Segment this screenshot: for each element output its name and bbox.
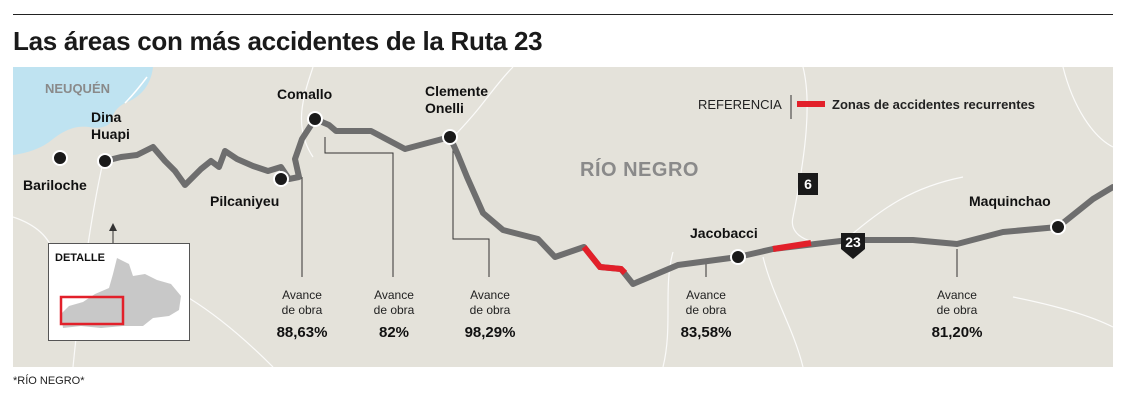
detail-leader-arrow [109,223,117,231]
leader-lines [112,95,958,277]
page-title: Las áreas con más accidentes de la Ruta … [13,26,543,56]
footnote: *RÍO NEGRO* [13,375,85,387]
jacobacci-marker [730,249,746,265]
city-dina-huapi-line1: Dina [91,109,122,125]
city-markers [52,111,1066,265]
dina-huapi-marker [97,153,113,169]
map-area: NEUQUÉN RÍO NEGRO Bariloche Dina Huapi C… [13,67,1113,367]
route-6-shield [798,173,818,195]
city-comallo: Comallo [277,86,333,102]
city-dina-huapi-line2: Huapi [91,126,130,142]
detail-inset: DETALLE [48,243,190,341]
lake-nahuel-huapi [13,67,153,155]
route-23-shield [841,233,865,259]
detail-highlight-rect [59,295,125,326]
progress-5-label: Avance de obra [936,288,978,317]
maquinchao-marker [1050,219,1066,235]
city-clemente-onelli-line1: Clemente [425,83,489,99]
route-23-number: 23 [845,234,861,250]
progress-3-label: Avance de obra [469,288,511,317]
progress-1-label: Avance de obra [281,288,323,317]
clemente-onelli-marker [442,129,458,145]
rio-negro-silhouette [61,258,181,328]
progress-4-value: 83,58% [680,324,732,341]
progress-3-value: 98,29% [464,324,516,341]
detail-province-shape [59,258,181,328]
pilcaniyeu-marker [273,171,289,187]
city-bariloche: Bariloche [23,177,87,193]
detail-title: DETALLE [55,252,105,264]
leader-82 [324,137,394,277]
city-maquinchao: Maquinchao [969,193,1051,209]
legend-zone-label: Zonas de accidentes recurrentes [832,97,1036,112]
land-background [13,67,1113,367]
bariloche-marker [52,150,68,166]
city-pilcaniyeu: Pilcaniyeu [210,193,280,209]
progress-1-value: 88,63% [276,324,328,341]
accident-zone-1 [581,245,628,276]
province-rio-negro: RÍO NEGRO [580,159,699,181]
accident-zone-2 [772,240,812,252]
province-neuquen: NEUQUÉN [45,81,111,96]
city-clemente-onelli-line2: Onelli [425,100,464,116]
progress-2-label: Avance de obra [373,288,415,317]
comallo-marker [307,111,323,127]
progress-4-label: Avance de obra [685,288,727,317]
top-rule [13,14,1113,15]
route-6-number: 6 [804,176,812,192]
leader-onelli [452,145,490,277]
progress-2-value: 82% [378,324,410,341]
progress-5-value: 81,20% [931,324,983,341]
city-jacobacci: Jacobacci [690,225,758,241]
route-23-line [102,116,1113,287]
legend-reference-label: REFERENCIA [698,97,782,112]
